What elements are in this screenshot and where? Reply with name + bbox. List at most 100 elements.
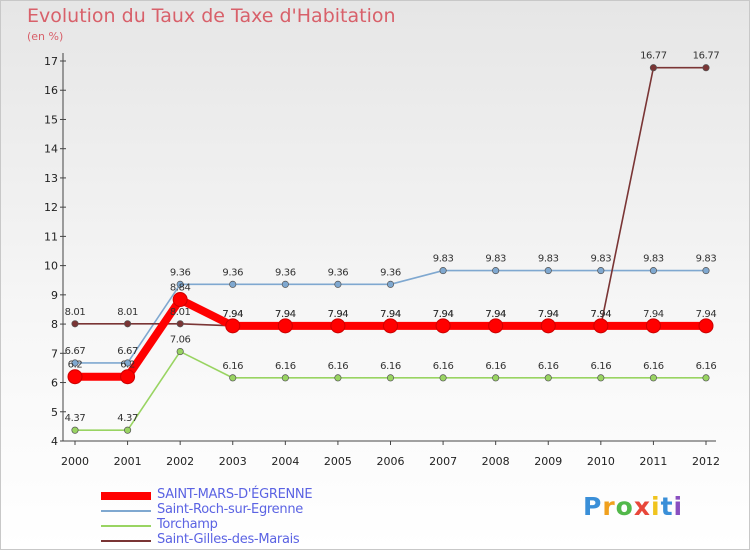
data-point-2 (597, 374, 605, 382)
data-point-1 (334, 280, 342, 288)
y-tick-label: 16 (44, 84, 58, 97)
data-point-0 (67, 369, 83, 385)
data-label-1: 9.36 (222, 267, 243, 278)
legend-label: Saint-Gilles-des-Marais (157, 532, 300, 547)
legend-swatch (101, 540, 151, 542)
data-point-0 (172, 292, 188, 308)
data-label-0: 7.94 (696, 309, 717, 320)
data-point-0 (225, 318, 241, 334)
y-tick-label: 5 (51, 406, 58, 419)
x-tick-label: 2011 (639, 455, 667, 468)
x-tick-label: 2002 (166, 455, 194, 468)
logo-letter: i (651, 492, 661, 521)
proxiti-logo: Proxiti (583, 492, 683, 521)
x-tick-label: 2012 (692, 455, 720, 468)
logo-letter: t (660, 492, 674, 521)
y-tick-label: 8 (51, 318, 58, 331)
data-label-0: 7.94 (643, 309, 664, 320)
data-point-1 (597, 267, 605, 275)
legend-swatch (101, 525, 151, 527)
data-point-0 (435, 318, 451, 334)
data-label-2: 6.16 (275, 361, 296, 372)
data-label-2: 6.16 (485, 361, 506, 372)
data-label-3: 16.77 (693, 51, 720, 62)
data-point-1 (229, 280, 237, 288)
data-point-1 (439, 267, 447, 275)
data-point-1 (702, 267, 710, 275)
data-label-3: 7.94 (485, 309, 506, 320)
data-label-1: 6.67 (117, 346, 138, 357)
x-tick-label: 2005 (324, 455, 352, 468)
data-point-3 (124, 320, 132, 328)
data-label-3: 8.01 (117, 307, 138, 318)
data-label-2: 6.16 (696, 361, 717, 372)
data-label-0: 7.94 (485, 309, 506, 320)
data-label-2: 7.06 (170, 335, 191, 346)
data-label-0: 7.94 (538, 309, 559, 320)
data-point-0 (120, 369, 136, 385)
legend-label: SAINT-MARS-D'ÉGRENNE (157, 487, 313, 502)
data-label-3: 7.94 (275, 309, 296, 320)
data-label-1: 9.83 (696, 254, 717, 265)
data-point-2 (71, 426, 79, 434)
data-point-1 (649, 267, 657, 275)
legend-item: Saint-Gilles-des-Marais (101, 532, 401, 548)
x-tick-label: 2001 (114, 455, 142, 468)
data-point-2 (386, 374, 395, 382)
chart-title: Evolution du Taux de Taxe d'Habitation (27, 5, 396, 27)
data-point-2 (124, 426, 132, 434)
data-label-3: 7.94 (222, 309, 243, 320)
x-tick-label: 2010 (587, 455, 615, 468)
y-tick-label: 13 (44, 172, 58, 185)
y-tick-label: 6 (51, 377, 58, 390)
data-label-2: 6.16 (590, 361, 611, 372)
data-label-0: 7.94 (222, 309, 243, 320)
data-point-2 (176, 348, 184, 356)
data-point-1 (544, 267, 552, 275)
data-point-0 (593, 318, 609, 334)
data-label-0: 6.2 (120, 360, 135, 371)
y-tick-label: 14 (44, 143, 58, 156)
data-label-1: 6.67 (65, 346, 86, 357)
y-tick-label: 15 (44, 113, 58, 126)
x-tick-label: 2009 (534, 455, 562, 468)
y-tick-label: 11 (44, 230, 58, 243)
data-point-2 (281, 374, 289, 382)
legend-item: SAINT-MARS-D'ÉGRENNE (101, 487, 401, 503)
data-point-0 (383, 318, 398, 334)
data-point-3 (702, 64, 710, 72)
x-tick-label: 2006 (377, 455, 405, 468)
legend-swatch (101, 492, 151, 500)
x-tick-label: 2008 (482, 455, 510, 468)
data-label-1: 9.83 (538, 254, 559, 265)
data-point-2 (229, 374, 237, 382)
data-point-1 (492, 267, 500, 275)
legend: SAINT-MARS-D'ÉGRENNE Saint-Roch-sur-Egren… (101, 487, 401, 548)
data-label-1: 9.36 (275, 267, 296, 278)
data-point-0 (277, 318, 293, 334)
data-label-2: 6.16 (222, 361, 243, 372)
data-point-2 (544, 374, 552, 382)
data-label-0: 7.94 (380, 309, 401, 320)
data-label-0: 7.94 (433, 309, 454, 320)
data-label-3: 8.01 (65, 307, 86, 318)
logo-letter: i (673, 492, 684, 521)
data-point-3 (176, 320, 184, 328)
data-point-2 (334, 374, 342, 382)
data-label-0: 7.94 (328, 309, 349, 320)
data-point-0 (698, 318, 714, 334)
data-point-1 (124, 359, 132, 367)
data-label-3: 7.94 (433, 309, 454, 320)
y-tick-label: 12 (44, 201, 58, 214)
data-point-1 (176, 280, 184, 288)
y-tick-label: 4 (51, 435, 58, 448)
data-label-1: 9.36 (380, 267, 401, 278)
y-tick-label: 7 (51, 347, 58, 360)
data-point-3 (649, 64, 657, 72)
data-point-1 (386, 280, 395, 288)
data-label-1: 9.83 (590, 254, 611, 265)
data-point-1 (71, 359, 79, 367)
data-point-1 (281, 280, 289, 288)
